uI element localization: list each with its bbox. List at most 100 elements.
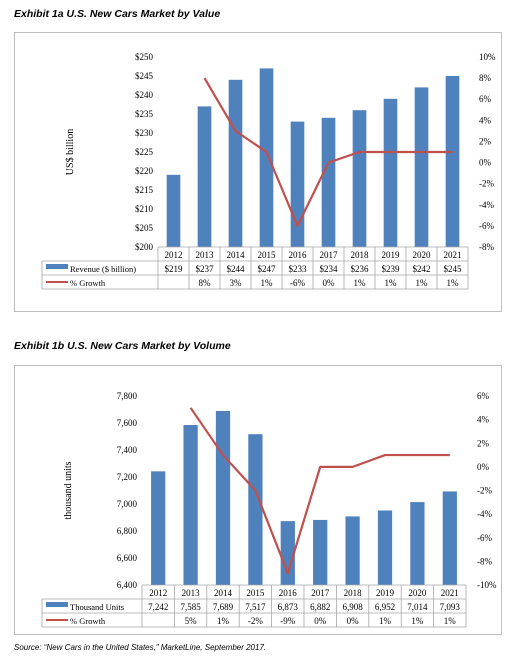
y2-tick-label: 6% [479,94,492,104]
bar-data-label: 7,093 [440,602,461,612]
y-tick-label: $250 [135,52,154,62]
category-label: 2015 [246,588,265,598]
category-label: 2017 [311,588,330,598]
bar-data-label: $234 [320,264,339,274]
category-label: 2021 [444,250,462,260]
legend-line-label: % Growth [70,278,106,288]
bar-data-label: 7,517 [245,602,266,612]
bar-data-label: 7,242 [148,602,168,612]
bar-data-label: $242 [413,264,431,274]
line-data-label: 1% [385,278,398,288]
y2-tick-label: -2% [479,179,494,189]
bar [352,110,367,247]
growth-line [203,77,453,227]
line-data-label: 0% [314,616,327,626]
bar-data-label: $239 [382,264,401,274]
line-data-label: -6% [290,278,305,288]
y-tick-label: 6,800 [117,526,138,536]
y2-tick-label: 10% [479,52,496,62]
y2-tick-label: -8% [479,242,494,252]
growth-line [189,407,450,575]
y-tick-label: $200 [135,242,154,252]
bar-data-label: 6,908 [342,602,363,612]
bar [410,502,425,585]
bar [215,410,231,585]
y-tick-label: 7,800 [117,391,138,401]
exhibit-1b-chart: 6,400 6,600 6,800 7,000 7,200 7,400 7,600 7,800… [14,365,502,635]
line-data-label: 1% [411,616,424,626]
y2-tick-label: 2% [479,136,492,146]
category-label: 2019 [382,250,401,260]
line-data-label: -9% [280,616,295,626]
line-data-label: 1% [416,278,429,288]
y-tick-label: $210 [135,204,154,214]
category-label: 2013 [182,588,201,598]
category-label: 2019 [376,588,395,598]
bar-data-label: 7,014 [407,602,428,612]
y-axis-title: thousand units [63,461,74,519]
line-data-label: 1% [261,278,274,288]
line-data-label: -2% [248,616,263,626]
exhibit-1a-svg: $200 $205 $210 $215 $220 $225 $230 $235 $240 $245… [41,52,496,290]
y-tick-label: 7,000 [117,499,138,509]
line-data-label: 0% [323,278,336,288]
bar [259,68,274,248]
line-data-label: 8% [199,278,212,288]
category-label: 2012 [165,250,183,260]
y2-tick-label: 8% [479,73,492,83]
bar [290,121,305,247]
bar [151,471,166,585]
y2-tick-label: 6% [477,391,490,401]
category-label: 2018 [344,588,363,598]
y-tick-label: $215 [135,185,154,195]
exhibit-1b-title: Exhibit 1b U.S. New Cars Market by Volum… [14,340,231,352]
bar [228,79,243,247]
y2-tick-label: -2% [477,486,492,496]
category-label: 2014 [227,250,246,260]
category-label: 2012 [149,588,167,598]
category-label: 2016 [289,250,308,260]
bar-data-label: $236 [351,264,370,274]
bar-data-label: 6,873 [278,602,299,612]
y-tick-label: $240 [135,90,154,100]
y2-tick-label: -6% [479,221,494,231]
bar-data-label: 6,882 [310,602,330,612]
bar-data-label: 6,952 [375,602,395,612]
y-tick-label: $205 [135,223,154,233]
exhibit-1b-svg: 6,400 6,600 6,800 7,000 7,200 7,400 7,600 7,800… [41,391,497,628]
line-data-label: 1% [444,616,457,626]
legend-bar-swatch [46,602,68,607]
bar-data-label: 7,689 [213,602,234,612]
line-data-label: 5% [185,616,198,626]
y2-tick-label: 4% [477,415,490,425]
y-tick-label: 7,400 [117,445,138,455]
y-tick-label: 6,600 [117,553,138,563]
bar [442,491,457,585]
category-label: 2020 [408,588,427,598]
bar [313,519,328,585]
bar-data-label: $237 [196,264,215,274]
y-tick-label: $225 [135,147,154,157]
bar-data-label: $219 [165,264,184,274]
bar [197,106,212,248]
category-label: 2015 [258,250,277,260]
y2-tick-label: 0% [479,158,492,168]
y-tick-label: $245 [135,71,154,81]
y2-tick-label: 0% [477,462,490,472]
bar [248,434,263,585]
bar-data-label: $245 [444,264,463,274]
category-label: 2021 [441,588,459,598]
bar [377,510,393,585]
category-label: 2014 [214,588,233,598]
y-tick-label: 6,400 [117,580,138,590]
y-tick-label: $230 [135,128,154,138]
bar [383,98,398,247]
bar-data-label: $244 [227,264,246,274]
bar [445,76,460,247]
legend-bar-swatch [46,264,68,269]
line-data-label: 1% [379,616,392,626]
bar-data-label: $233 [289,264,308,274]
line-data-label: 1% [447,278,460,288]
category-label: 2013 [196,250,215,260]
category-label: 2018 [351,250,370,260]
